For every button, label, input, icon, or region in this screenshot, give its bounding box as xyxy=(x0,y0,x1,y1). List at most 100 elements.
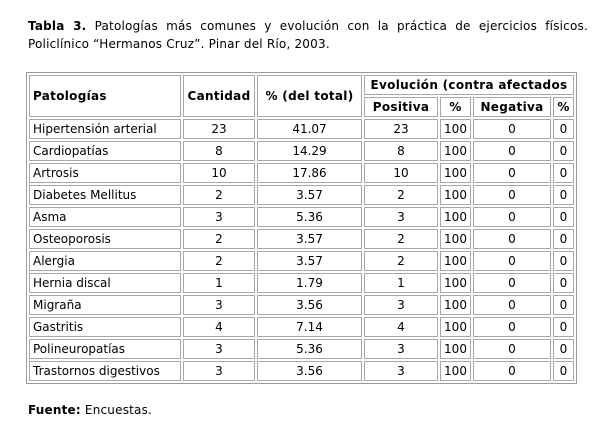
header-cantidad: Cantidad xyxy=(183,75,255,117)
cell-positiva: 4 xyxy=(364,317,438,337)
table-body: Hipertensión arterial 23 41.07 23 100 0 0 Cardi… xyxy=(29,119,574,381)
cell-cantidad: 3 xyxy=(183,207,255,227)
cell-negativa: 0 xyxy=(473,317,551,337)
cell-porcentaje: 17.86 xyxy=(257,163,362,183)
cell-patologia: Migraña xyxy=(29,295,181,315)
cell-pct-positiva: 100 xyxy=(440,339,471,359)
cell-pct-positiva: 100 xyxy=(440,119,471,139)
cell-pct-positiva: 100 xyxy=(440,229,471,249)
caption-text: Patologías más comunes y evolución con l… xyxy=(28,19,588,51)
cell-positiva: 8 xyxy=(364,141,438,161)
cell-pct-negativa: 0 xyxy=(553,251,574,271)
cell-negativa: 0 xyxy=(473,251,551,271)
cell-patologia: Osteoporosis xyxy=(29,229,181,249)
cell-negativa: 0 xyxy=(473,207,551,227)
source-label: Fuente: xyxy=(28,403,81,417)
cell-porcentaje: 41.07 xyxy=(257,119,362,139)
cell-porcentaje: 5.36 xyxy=(257,207,362,227)
cell-negativa: 0 xyxy=(473,163,551,183)
table-row: Hernia discal 1 1.79 1 100 0 0 xyxy=(29,273,574,293)
table-row: Artrosis 10 17.86 10 100 0 0 xyxy=(29,163,574,183)
cell-negativa: 0 xyxy=(473,295,551,315)
header-pct-negativa: % xyxy=(553,97,574,117)
cell-patologia: Hernia discal xyxy=(29,273,181,293)
header-positiva: Positiva xyxy=(364,97,438,117)
table-row: Trastornos digestivos 3 3.56 3 100 0 0 xyxy=(29,361,574,381)
cell-negativa: 0 xyxy=(473,141,551,161)
cell-negativa: 0 xyxy=(473,361,551,381)
cell-cantidad: 1 xyxy=(183,273,255,293)
pathologies-table: Patologías Cantidad % (del total) Evoluc… xyxy=(26,72,577,384)
cell-patologia: Gastritis xyxy=(29,317,181,337)
cell-pct-positiva: 100 xyxy=(440,207,471,227)
cell-pct-negativa: 0 xyxy=(553,317,574,337)
table-row: Migraña 3 3.56 3 100 0 0 xyxy=(29,295,574,315)
cell-porcentaje: 3.56 xyxy=(257,361,362,381)
header-row-top: Patologías Cantidad % (del total) Evoluc… xyxy=(29,75,574,117)
cell-pct-positiva: 100 xyxy=(440,251,471,271)
cell-negativa: 0 xyxy=(473,339,551,359)
cell-pct-negativa: 0 xyxy=(553,361,574,381)
cell-positiva: 1 xyxy=(364,273,438,293)
cell-cantidad: 2 xyxy=(183,185,255,205)
table-row: Osteoporosis 2 3.57 2 100 0 0 xyxy=(29,229,574,249)
cell-pct-positiva: 100 xyxy=(440,361,471,381)
table-row: Hipertensión arterial 23 41.07 23 100 0 0 xyxy=(29,119,574,139)
cell-porcentaje: 3.57 xyxy=(257,185,362,205)
header-patologias: Patologías xyxy=(29,75,181,117)
cell-porcentaje: 5.36 xyxy=(257,339,362,359)
cell-positiva: 23 xyxy=(364,119,438,139)
cell-patologia: Asma xyxy=(29,207,181,227)
cell-positiva: 10 xyxy=(364,163,438,183)
header-pct-positiva: % xyxy=(440,97,471,117)
cell-positiva: 2 xyxy=(364,229,438,249)
cell-pct-positiva: 100 xyxy=(440,295,471,315)
cell-patologia: Trastornos digestivos xyxy=(29,361,181,381)
table-row: Gastritis 4 7.14 4 100 0 0 xyxy=(29,317,574,337)
cell-pct-positiva: 100 xyxy=(440,163,471,183)
header-evolucion: Evolución (contra afectados xyxy=(364,75,574,95)
cell-positiva: 3 xyxy=(364,339,438,359)
header-row-bottom: Positiva % Negativa % xyxy=(29,97,574,117)
source-text: Encuestas. xyxy=(84,403,153,417)
cell-patologia: Cardiopatías xyxy=(29,141,181,161)
cell-cantidad: 4 xyxy=(183,317,255,337)
table-row: Diabetes Mellitus 2 3.57 2 100 0 0 xyxy=(29,185,574,205)
cell-negativa: 0 xyxy=(473,229,551,249)
cell-positiva: 3 xyxy=(364,207,438,227)
cell-cantidad: 2 xyxy=(183,229,255,249)
cell-pct-negativa: 0 xyxy=(553,163,574,183)
cell-pct-positiva: 100 xyxy=(440,273,471,293)
cell-porcentaje: 7.14 xyxy=(257,317,362,337)
cell-porcentaje: 3.56 xyxy=(257,295,362,315)
cell-positiva: 3 xyxy=(364,295,438,315)
cell-porcentaje: 1.79 xyxy=(257,273,362,293)
cell-pct-negativa: 0 xyxy=(553,119,574,139)
cell-patologia: Alergia xyxy=(29,251,181,271)
cell-positiva: 2 xyxy=(364,251,438,271)
table-row: Polineuropatías 3 5.36 3 100 0 0 xyxy=(29,339,574,359)
cell-pct-negativa: 0 xyxy=(553,185,574,205)
cell-cantidad: 23 xyxy=(183,119,255,139)
header-porcentaje-total: % (del total) xyxy=(257,75,362,117)
cell-pct-negativa: 0 xyxy=(553,339,574,359)
cell-pct-negativa: 0 xyxy=(553,273,574,293)
cell-pct-positiva: 100 xyxy=(440,317,471,337)
cell-porcentaje: 3.57 xyxy=(257,229,362,249)
cell-cantidad: 3 xyxy=(183,295,255,315)
cell-pct-negativa: 0 xyxy=(553,207,574,227)
caption-label: Tabla 3. xyxy=(28,19,87,33)
cell-negativa: 0 xyxy=(473,119,551,139)
header-negativa: Negativa xyxy=(473,97,551,117)
cell-patologia: Hipertensión arterial xyxy=(29,119,181,139)
cell-pct-positiva: 100 xyxy=(440,141,471,161)
cell-porcentaje: 3.57 xyxy=(257,251,362,271)
cell-negativa: 0 xyxy=(473,185,551,205)
source-note: Fuente: Encuestas. xyxy=(28,403,152,417)
table-row: Cardiopatías 8 14.29 8 100 0 0 xyxy=(29,141,574,161)
cell-patologia: Artrosis xyxy=(29,163,181,183)
table-row: Alergia 2 3.57 2 100 0 0 xyxy=(29,251,574,271)
cell-patologia: Polineuropatías xyxy=(29,339,181,359)
cell-negativa: 0 xyxy=(473,273,551,293)
cell-porcentaje: 14.29 xyxy=(257,141,362,161)
